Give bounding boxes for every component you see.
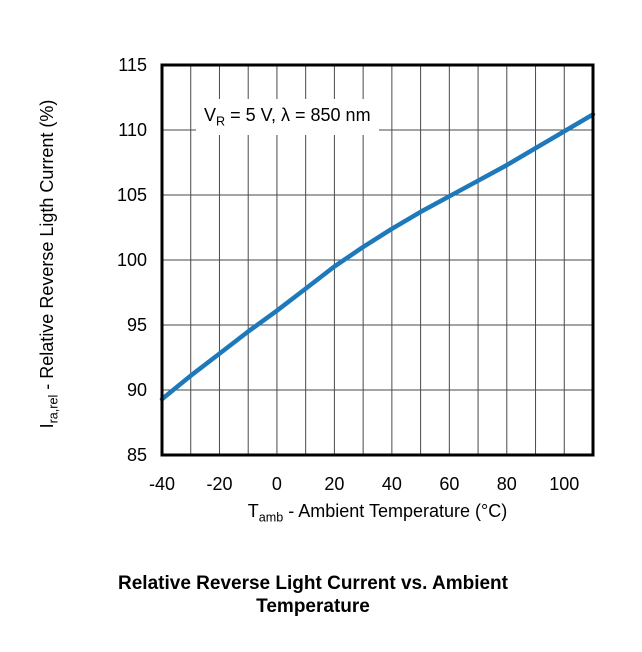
- y-tick-label: 105: [117, 185, 147, 205]
- conditions-annotation: VR = 5 V, λ = 850 nm: [196, 99, 379, 135]
- x-axis-title: Tamb - Ambient Temperature (°C): [162, 501, 593, 525]
- x-tick-label: 0: [272, 474, 282, 494]
- x-tick-labels: -40 -20 0 20 40 60 80 100: [149, 474, 579, 494]
- chart-caption: Relative Reverse Light Current vs. Ambie…: [0, 572, 626, 618]
- y-axis-symbol: I: [37, 423, 57, 429]
- curve-group: [159, 112, 596, 402]
- annotation-subscript: R: [216, 114, 226, 129]
- y-tick-label: 115: [118, 55, 147, 75]
- x-tick-label: 100: [549, 474, 579, 494]
- x-tick-label: -40: [149, 474, 175, 494]
- data-curve: [159, 112, 596, 402]
- x-tick-label: 20: [324, 474, 344, 494]
- x-axis-symbol: T: [247, 501, 259, 521]
- y-tick-label: 85: [127, 445, 147, 465]
- y-tick-label: 100: [117, 250, 147, 270]
- x-tick-label: -20: [206, 474, 232, 494]
- y-tick-label: 95: [127, 315, 147, 335]
- chart-plot: 85 90 95 100 105 110 115 -40 -20 0 20 40 60 80 100: [117, 55, 596, 494]
- y-tick-label: 90: [127, 380, 147, 400]
- y-axis-title: Ira,rel - Relative Reverse Ligth Current…: [37, 36, 61, 492]
- x-axis-subscript: amb: [258, 510, 284, 525]
- y-axis-subscript: ra,rel: [46, 394, 61, 424]
- annotation-symbol: V: [204, 105, 217, 125]
- x-tick-label: 80: [497, 474, 517, 494]
- chart-caption-text: Relative Reverse Light Current vs. Ambie…: [118, 573, 508, 617]
- plot-border-group: [160, 63, 595, 457]
- x-tick-label: 40: [382, 474, 402, 494]
- x-axis-text: - Ambient Temperature (°C): [283, 501, 508, 521]
- y-axis-text: - Relative Reverse Ligth Current (%): [37, 99, 57, 395]
- annotation-text: = 5 V, λ = 850 nm: [225, 105, 371, 125]
- x-tick-label: 60: [439, 474, 459, 494]
- y-tick-labels: 85 90 95 100 105 110 115: [117, 55, 147, 465]
- plot-border: [160, 63, 595, 457]
- y-tick-label: 110: [118, 120, 147, 140]
